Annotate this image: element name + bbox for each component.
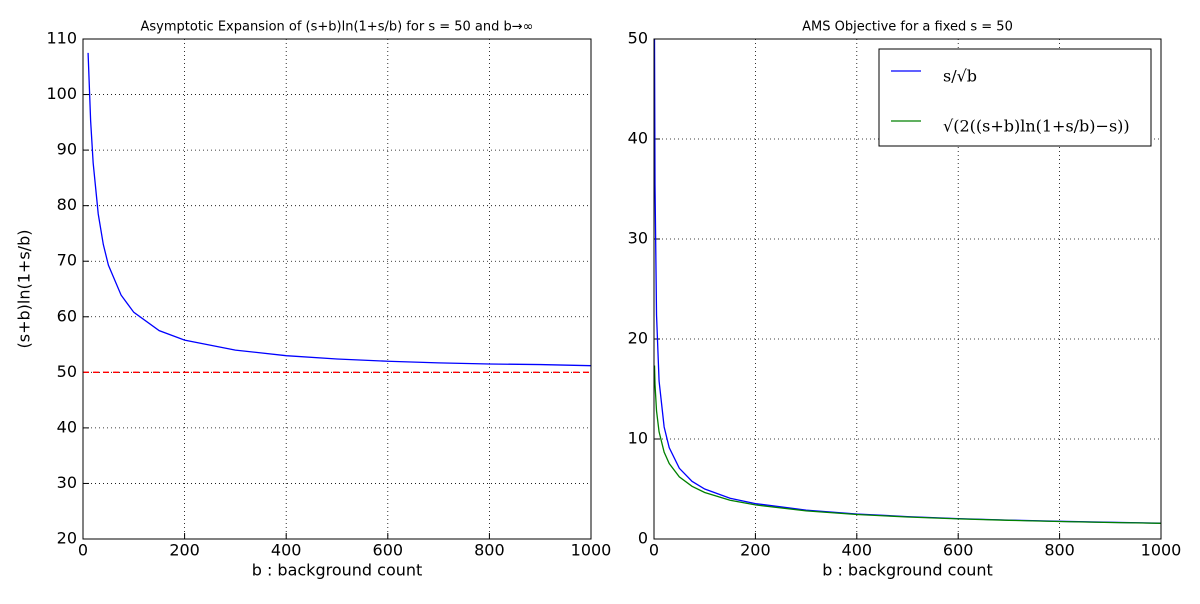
x-tick-label: 0 — [649, 541, 659, 560]
y-tick-label: 20 — [57, 529, 77, 548]
y-tick-label: 50 — [628, 29, 648, 48]
series-line — [654, 365, 1161, 524]
y-tick-label: 110 — [46, 29, 77, 48]
series-line — [87, 52, 591, 367]
x-tick-label: 800 — [474, 541, 505, 560]
chart-title: Asymptotic Expansion of (s+b)ln(1+s/b) f… — [141, 20, 534, 35]
x-tick-label: 200 — [169, 541, 200, 560]
y-tick-label: 10 — [628, 429, 648, 448]
y-tick-label: 30 — [57, 473, 77, 492]
axes-frame — [82, 38, 592, 540]
y-tick-label: 70 — [57, 251, 77, 270]
x-tick-label: 0 — [78, 541, 88, 560]
legend-box — [878, 48, 1152, 147]
plot-area — [654, 39, 1161, 524]
plot-area — [83, 52, 591, 373]
y-tick-label: 80 — [57, 195, 77, 214]
y-tick-label: 20 — [628, 329, 648, 348]
x-tick-label: 400 — [271, 541, 302, 560]
x-tick-label: 800 — [1044, 541, 1075, 560]
subplot: AMS Objective for a fixed s = 50 b : back… — [628, 20, 1182, 580]
axes-frame — [653, 38, 1162, 540]
y-tick-label: 60 — [57, 306, 77, 325]
x-axis-label: b : background count — [252, 561, 423, 580]
y-tick-label: 40 — [57, 417, 77, 436]
y-tick-label: 30 — [628, 229, 648, 248]
legend-label: s/√b — [943, 67, 977, 86]
legend-label: √(2((s+b)ln(1+s/b)−s)) — [943, 117, 1130, 136]
x-tick-label: 1000 — [1141, 541, 1182, 560]
y-tick-label: 50 — [57, 362, 77, 381]
x-tick-label: 1000 — [571, 541, 612, 560]
y-axis-label: (s+b)ln(1+s/b) — [15, 230, 34, 349]
x-axis-label: b : background count — [822, 561, 993, 580]
y-tick-label: 100 — [46, 84, 77, 103]
x-tick-label: 400 — [842, 541, 873, 560]
y-tick-label: 90 — [57, 140, 77, 159]
x-tick-label: 600 — [943, 541, 974, 560]
y-tick-label: 40 — [628, 129, 648, 148]
x-tick-label: 600 — [373, 541, 404, 560]
subplot: Asymptotic Expansion of (s+b)ln(1+s/b) f… — [15, 20, 612, 580]
x-tick-label: 200 — [740, 541, 771, 560]
y-tick-label: 0 — [638, 529, 648, 548]
chart-title: AMS Objective for a fixed s = 50 — [802, 20, 1013, 35]
